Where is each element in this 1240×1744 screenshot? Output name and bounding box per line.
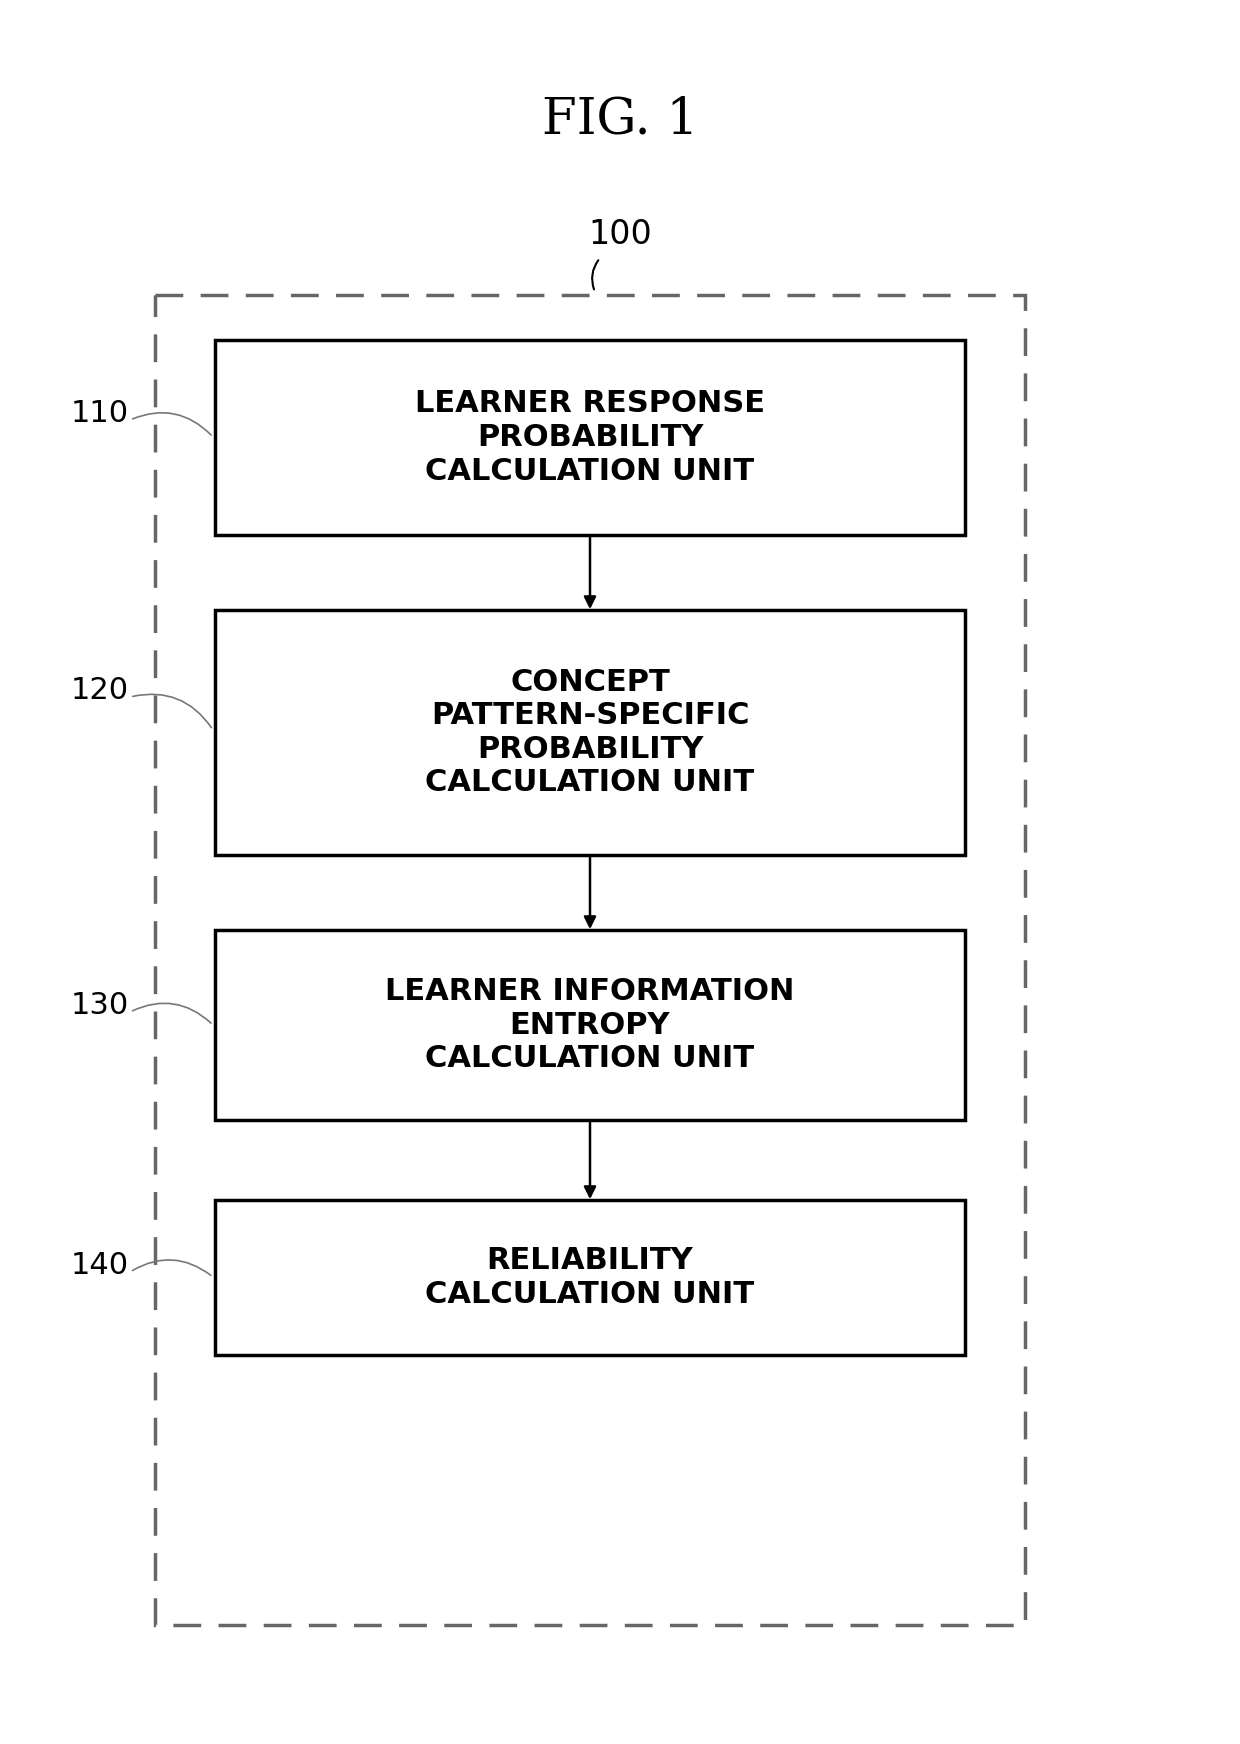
Text: 120: 120 xyxy=(71,675,129,705)
Bar xyxy=(215,610,965,855)
Bar xyxy=(155,295,1025,1625)
Bar xyxy=(215,1200,965,1355)
Text: 130: 130 xyxy=(71,991,129,1020)
Bar xyxy=(215,930,965,1120)
Text: RELIABILITY
CALCULATION UNIT: RELIABILITY CALCULATION UNIT xyxy=(425,1247,755,1308)
Bar xyxy=(215,340,965,535)
Text: FIG. 1: FIG. 1 xyxy=(542,96,698,145)
Text: LEARNER RESPONSE
PROBABILITY
CALCULATION UNIT: LEARNER RESPONSE PROBABILITY CALCULATION… xyxy=(415,389,765,485)
Text: 110: 110 xyxy=(71,398,129,427)
Text: CONCEPT
PATTERN-SPECIFIC
PROBABILITY
CALCULATION UNIT: CONCEPT PATTERN-SPECIFIC PROBABILITY CAL… xyxy=(425,668,755,797)
Text: LEARNER INFORMATION
ENTROPY
CALCULATION UNIT: LEARNER INFORMATION ENTROPY CALCULATION … xyxy=(386,977,795,1073)
Text: 140: 140 xyxy=(71,1250,129,1280)
Text: 100: 100 xyxy=(588,218,652,251)
